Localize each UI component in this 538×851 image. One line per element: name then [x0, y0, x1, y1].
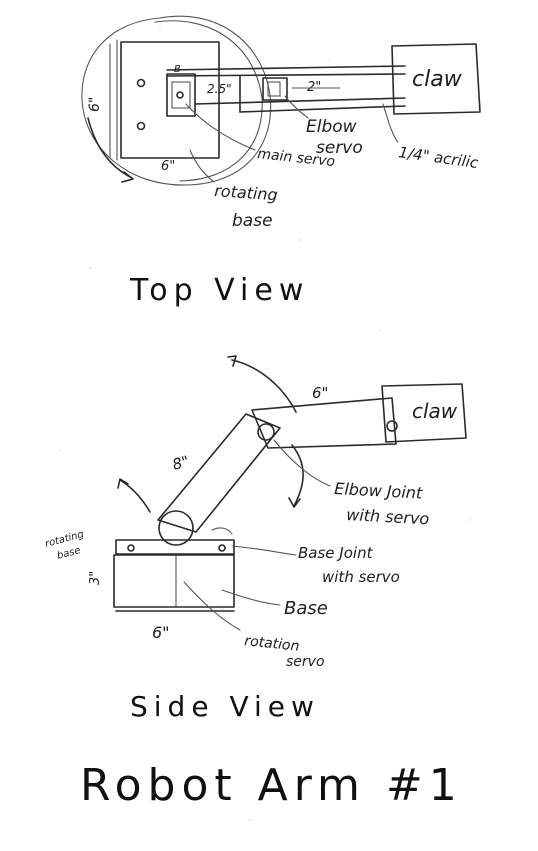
base-joint — [158, 510, 194, 546]
side-dim-3: 3" — [88, 571, 103, 585]
leader-rotating-base — [189, 149, 215, 183]
base-box — [113, 554, 235, 608]
plate-bolt — [218, 544, 226, 552]
side-base-joint-label-1: Base Joint — [298, 544, 374, 562]
leader-acrylic — [382, 103, 399, 143]
elbow-servo-block — [262, 77, 288, 101]
top-dim-2-5: 2.5" — [207, 82, 232, 96]
main-servo-shaft — [176, 91, 184, 99]
plate-bolt — [127, 544, 135, 552]
elbow-servo-inner — [267, 81, 281, 97]
side-claw-label: claw — [412, 399, 458, 423]
leader-base — [221, 589, 281, 606]
paper-texture — [59, 27, 471, 821]
side-rotation-servo-label-1: rotation — [244, 633, 301, 655]
arm-rail-bottom — [194, 97, 406, 105]
top-view-drawing: claw Elbow servo 1/4" acrilic main servo… — [81, 15, 481, 231]
elbow-swing-arrow — [291, 444, 304, 507]
top-dim-b: B — [174, 64, 181, 75]
top-elbow-servo-label-1: Elbow — [306, 117, 357, 137]
upper-arm — [157, 413, 281, 533]
side-elbow-joint-label-2: with servo — [346, 505, 430, 528]
main-servo-block — [166, 73, 196, 117]
rotation-circle — [81, 15, 272, 186]
side-elbow-joint-label-1: Elbow Joint — [334, 479, 424, 503]
arm-rail-top — [166, 65, 406, 71]
rotation-arrow-head — [121, 171, 134, 183]
side-dim-6-upper: 6" — [312, 384, 328, 402]
top-dim-6-side: 6" — [87, 97, 103, 112]
side-rotating-base-label-2: base — [56, 545, 82, 562]
leader-elbow-servo — [284, 95, 309, 119]
side-base-joint-label-2: with servo — [322, 568, 400, 586]
arm-rail-bottom-2 — [239, 105, 406, 113]
main-servo-inner — [171, 81, 191, 109]
leader-elbow-joint — [273, 439, 331, 487]
leader-base-joint — [231, 545, 297, 556]
forearm — [251, 397, 397, 449]
page-title: Robot Arm #1 — [80, 760, 463, 811]
side-dim-6-base: 6" — [152, 623, 170, 642]
side-dim-8: 8" — [170, 452, 191, 474]
side-claw-box — [381, 383, 467, 443]
base-swing-arrow-head — [117, 478, 129, 489]
arm-rail-top-2 — [166, 73, 406, 77]
side-base-label: Base — [284, 598, 328, 619]
claw-box — [391, 43, 481, 115]
elbow-joint — [257, 423, 275, 441]
rotating-base-plate — [115, 539, 235, 555]
top-rotating-base-label-2: base — [232, 211, 273, 231]
side-rotation-servo-label-2: servo — [286, 654, 325, 670]
upper-swing-arrow — [231, 359, 297, 413]
top-rotating-base-label-1: rotating — [214, 181, 279, 204]
top-claw-label: claw — [412, 67, 463, 92]
top-view-title: Top View — [129, 273, 309, 308]
mount-hole — [136, 121, 146, 131]
rotation-circle-overstroke — [154, 20, 263, 182]
claw-pivot — [386, 420, 398, 432]
base-plate — [120, 41, 220, 159]
joint-mark — [211, 527, 233, 535]
leader-main-servo — [185, 103, 256, 151]
mount-hole — [136, 78, 146, 88]
base-swing-arrow — [119, 479, 151, 513]
top-elbow-servo-label-2: servo — [316, 138, 363, 158]
top-dim-6-bottom: 6" — [161, 159, 175, 174]
leader-rotation-servo — [183, 581, 241, 631]
side-view-drawing: claw 6" 8" Elbow Joint with servo rotati… — [44, 355, 467, 670]
top-acrylic-label: 1/4" acrilic — [397, 143, 480, 172]
side-view-title: Side View — [130, 690, 320, 723]
elbow-swing-arrow-head — [288, 497, 301, 508]
upper-swing-arrow-head — [227, 355, 237, 367]
